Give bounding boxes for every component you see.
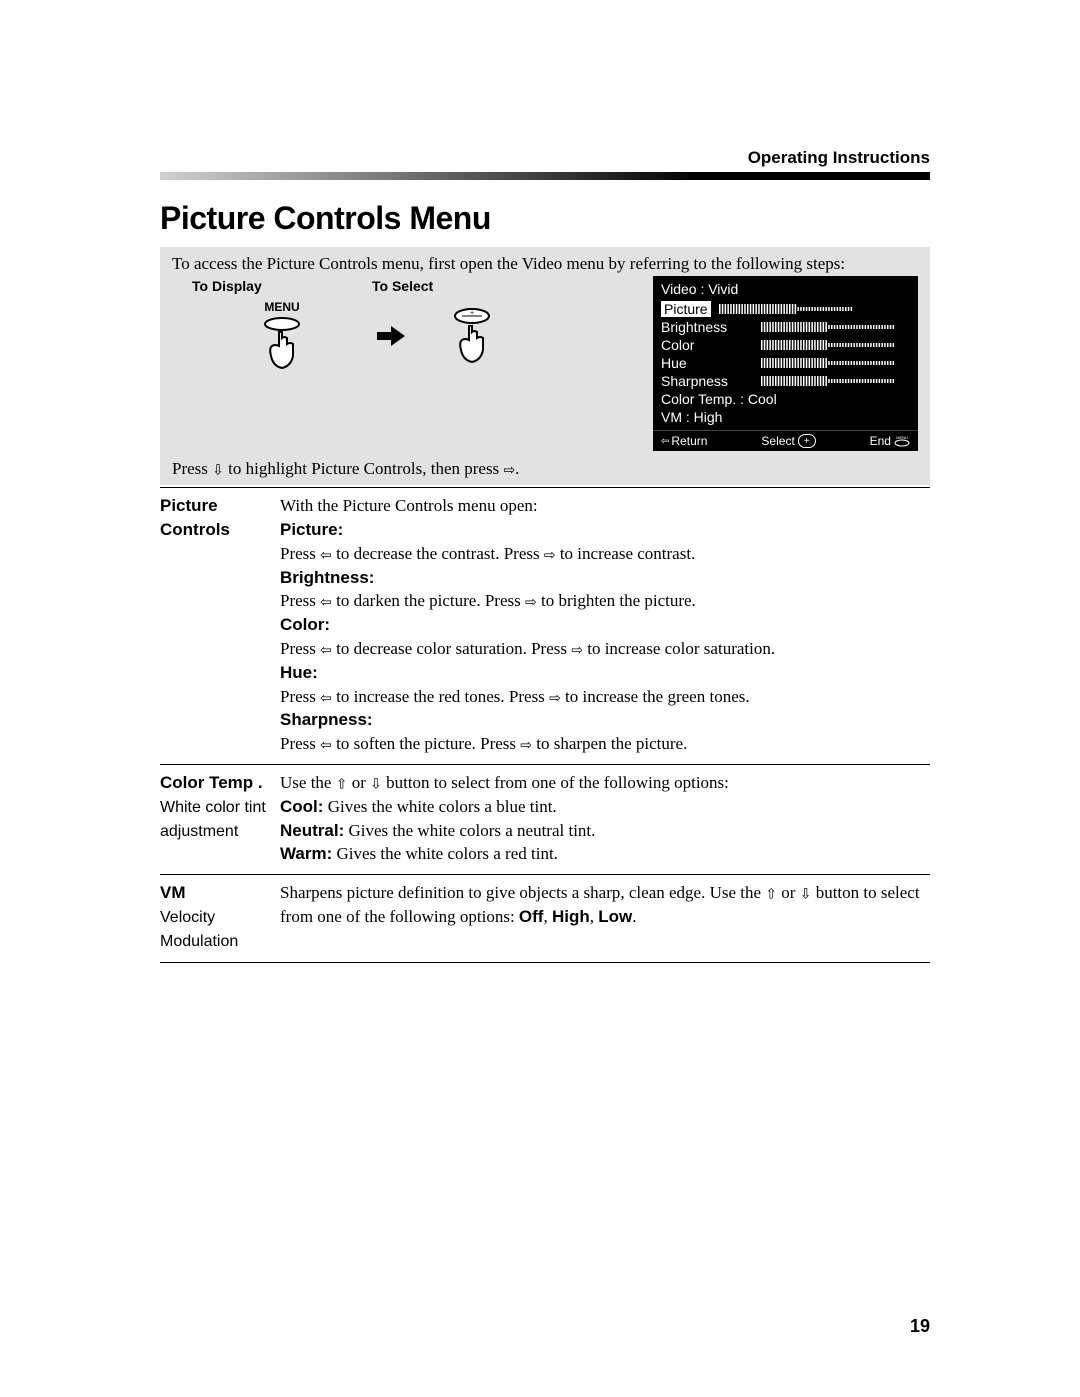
osd-end-label: End <box>870 434 891 448</box>
page-title: Picture Controls Menu <box>160 200 930 237</box>
intro-text: To access the Picture Controls menu, fir… <box>172 253 918 274</box>
osd-row-label: Picture <box>661 301 711 317</box>
osd-footer: ⇦Return Select+ End MENU <box>653 430 918 451</box>
step-display-label: To Display <box>192 278 372 294</box>
osd-row-label: Color <box>661 337 761 353</box>
def-term: Color Temp .White color tint adjustment <box>160 765 280 875</box>
osd-slider-bar <box>761 358 910 368</box>
osd-slider-bar <box>761 340 910 350</box>
def-term: VMVelocity Modulation <box>160 875 280 963</box>
osd-row: Sharpness <box>661 372 910 390</box>
osd-preview: Video : Vivid Picture Brightness Color Hue S… <box>653 276 918 451</box>
menu-button-label: MENU <box>192 300 372 314</box>
osd-slider-bar <box>719 304 910 314</box>
osd-row: Color <box>661 336 910 354</box>
osd-title: Video : Vivid <box>661 280 910 298</box>
osd-slider-bar <box>761 322 910 332</box>
def-description: Use the ⇧ or ⇩ button to select from one… <box>280 765 930 875</box>
def-description: Sharpens picture definition to give obje… <box>280 875 930 963</box>
osd-vm: VM : High <box>661 408 910 426</box>
definitions-table: Picture ControlsWith the Picture Control… <box>160 487 930 963</box>
page-number: 19 <box>910 1316 930 1337</box>
press-instruction: Press ⇩ to highlight Picture Controls, t… <box>172 459 918 479</box>
osd-return-label: Return <box>671 434 707 448</box>
right-arrow-icon: ⇨ <box>503 462 515 478</box>
osd-row-label: Sharpness <box>661 373 761 389</box>
down-arrow-icon: ⇩ <box>212 462 224 478</box>
select-button-hand-icon: + <box>447 306 497 366</box>
def-description: With the Picture Controls menu open:Pict… <box>280 488 930 765</box>
osd-row-label: Brightness <box>661 319 761 335</box>
arrow-right-icon <box>377 324 407 348</box>
instruction-box: To access the Picture Controls menu, fir… <box>160 247 930 485</box>
menu-small-icon: MENU <box>894 435 910 447</box>
def-term: Picture Controls <box>160 488 280 765</box>
osd-row-label: Hue <box>661 355 761 371</box>
osd-row: Brightness <box>661 318 910 336</box>
svg-text:MENU: MENU <box>896 435 908 440</box>
svg-text:+: + <box>470 310 474 317</box>
osd-row: Picture <box>661 300 910 318</box>
osd-color-temp: Color Temp. : Cool <box>661 390 910 408</box>
section-header: Operating Instructions <box>748 148 930 168</box>
manual-page: Operating Instructions Picture Controls … <box>0 0 1080 1023</box>
osd-select-label: Select <box>761 434 794 448</box>
osd-slider-bar <box>761 376 910 386</box>
menu-button-hand-icon <box>257 316 307 372</box>
header-rule <box>160 172 930 180</box>
osd-row: Hue <box>661 354 910 372</box>
step-select-label: To Select <box>372 278 433 294</box>
